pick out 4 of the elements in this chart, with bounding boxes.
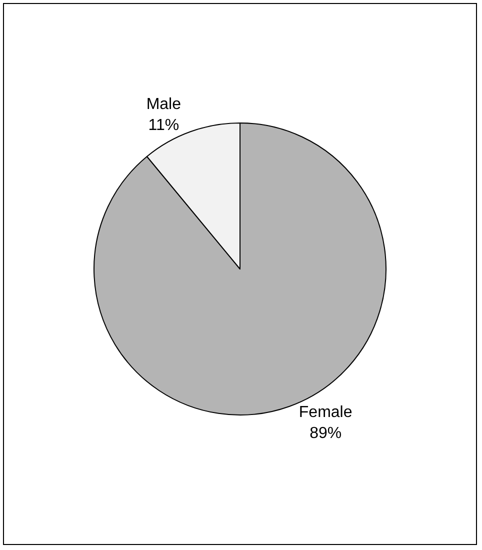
- data-label: 89%: [310, 425, 342, 442]
- data-label: 11%: [148, 116, 180, 134]
- slice-label: Female: [298, 404, 352, 422]
- slice-label: Male: [146, 96, 182, 113]
